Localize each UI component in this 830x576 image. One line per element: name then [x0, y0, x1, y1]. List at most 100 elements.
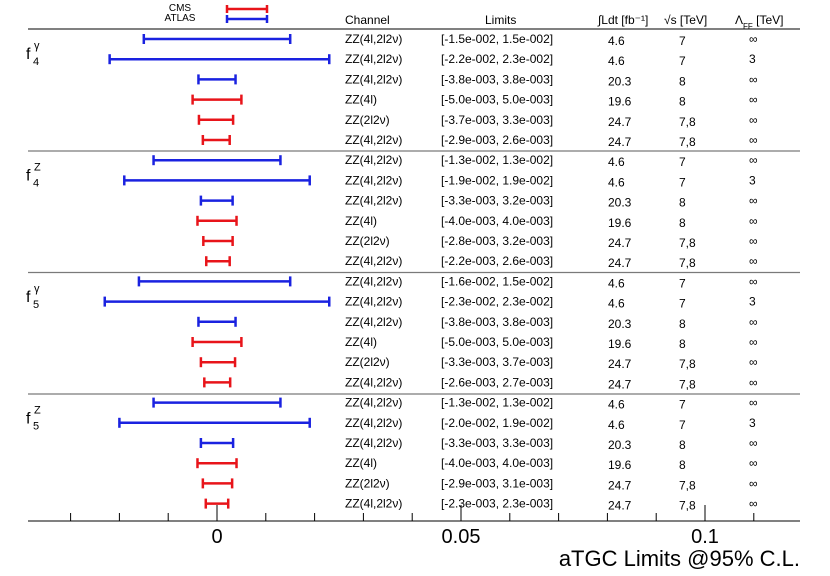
cell-limits: [-3.8e-003, 3.8e-003]	[441, 72, 553, 86]
cell-lumi: 19.6	[608, 458, 632, 472]
chart-title: aTGC Limits @95% C.L.	[559, 546, 800, 571]
cell-channel: ZZ(4l)	[345, 214, 377, 228]
cell-energy: 7	[679, 276, 686, 290]
cell-energy: 8	[679, 317, 686, 331]
cell-limits: [-3.7e-003, 3.3e-003]	[441, 113, 553, 127]
x-axis: 0 0.05 0.1	[70, 505, 755, 548]
cell-channel: ZZ(2l2ν)	[345, 476, 390, 490]
cell-energy: 7	[679, 155, 686, 169]
group-label-sup: γ	[34, 283, 40, 295]
cell-energy: 8	[679, 74, 686, 88]
cell-limits: [-1.5e-002, 1.5e-002]	[441, 32, 553, 46]
cell-channel: ZZ(4l,2l2ν)	[345, 194, 402, 208]
cell-channel: ZZ(4l,2l2ν)	[345, 133, 402, 147]
cell-lumi: 24.7	[608, 478, 632, 492]
cell-limits: [-2.8e-003, 3.2e-003]	[441, 234, 553, 248]
cell-cutoff: ∞	[749, 254, 758, 268]
cell-cutoff: ∞	[749, 72, 758, 86]
cell-channel: ZZ(4l,2l2ν)	[345, 173, 402, 187]
group-label: f	[26, 411, 31, 428]
cell-lumi: 19.6	[608, 95, 632, 109]
cell-energy: 8	[679, 95, 686, 109]
cell-limits: [-2.6e-003, 2.7e-003]	[441, 375, 553, 389]
cell-cutoff: ∞	[749, 194, 758, 208]
cell-channel: ZZ(2l2ν)	[345, 113, 390, 127]
cell-lumi: 4.6	[608, 34, 625, 48]
group-label: f	[26, 46, 31, 63]
cell-channel: ZZ(4l,2l2ν)	[345, 416, 402, 430]
cell-channel: ZZ(4l,2l2ν)	[345, 52, 402, 66]
cell-channel: ZZ(2l2ν)	[345, 234, 390, 248]
cell-limits: [-4.0e-003, 4.0e-003]	[441, 456, 553, 470]
legend-label-atlas: ATLAS	[165, 13, 196, 24]
x-tick-label: 0	[211, 526, 222, 548]
cell-channel: ZZ(4l,2l2ν)	[345, 254, 402, 268]
group-label-sub: 4	[33, 178, 39, 190]
cell-cutoff: ∞	[749, 274, 758, 288]
cell-energy: 7,8	[679, 115, 696, 129]
cell-lumi: 4.6	[608, 398, 625, 412]
cell-lumi: 24.7	[608, 377, 632, 391]
cell-channel: ZZ(4l,2l2ν)	[345, 72, 402, 86]
cell-limits: [-3.3e-003, 3.2e-003]	[441, 194, 553, 208]
cell-energy: 7	[679, 34, 686, 48]
header-lumi: ∫Ldt [fb⁻¹]	[597, 13, 648, 27]
cell-limits: [-1.6e-002, 1.5e-002]	[441, 274, 553, 288]
cell-limits: [-2.2e-003, 2.6e-003]	[441, 254, 553, 268]
cell-lumi: 4.6	[608, 418, 625, 432]
cell-cutoff: 3	[749, 173, 756, 187]
cell-energy: 7,8	[679, 499, 696, 513]
cell-cutoff: ∞	[749, 335, 758, 349]
cell-energy: 7,8	[679, 357, 696, 371]
cell-channel: ZZ(4l)	[345, 456, 377, 470]
header-channel: Channel	[345, 13, 390, 27]
cell-limits: [-3.3e-003, 3.7e-003]	[441, 355, 553, 369]
group-label-sup: Z	[34, 405, 41, 417]
cell-lumi: 20.3	[608, 196, 632, 210]
chart-frame	[28, 28, 800, 522]
cell-cutoff: ∞	[749, 133, 758, 147]
cell-cutoff: ∞	[749, 32, 758, 46]
cell-lumi: 4.6	[608, 54, 625, 68]
cell-cutoff: ∞	[749, 355, 758, 369]
x-tick-label: 0.05	[442, 526, 481, 548]
cell-energy: 7	[679, 297, 686, 311]
cell-cutoff: ∞	[749, 315, 758, 329]
cell-energy: 7,8	[679, 236, 696, 250]
cell-cutoff: ∞	[749, 375, 758, 389]
cell-cutoff: ∞	[749, 234, 758, 248]
cell-lumi: 24.7	[608, 115, 632, 129]
cell-energy: 8	[679, 216, 686, 230]
legend-label-cms: CMS	[169, 3, 192, 14]
cell-channel: ZZ(4l,2l2ν)	[345, 375, 402, 389]
cell-cutoff: 3	[749, 416, 756, 430]
cell-cutoff: 3	[749, 295, 756, 309]
cell-limits: [-2.3e-003, 2.3e-003]	[441, 497, 553, 511]
cell-energy: 7	[679, 175, 686, 189]
cell-limits: [-2.0e-002, 1.9e-002]	[441, 416, 553, 430]
cell-cutoff: ∞	[749, 93, 758, 107]
cell-channel: ZZ(4l,2l2ν)	[345, 153, 402, 167]
group-label: f	[26, 289, 31, 306]
cell-limits: [-2.9e-003, 3.1e-003]	[441, 476, 553, 490]
cell-channel: ZZ(4l)	[345, 335, 377, 349]
cell-energy: 8	[679, 196, 686, 210]
cell-limits: [-2.3e-002, 2.3e-002]	[441, 295, 553, 309]
cell-lumi: 4.6	[608, 175, 625, 189]
cell-lumi: 19.6	[608, 337, 632, 351]
header-limits: Limits	[485, 13, 516, 27]
cell-lumi: 4.6	[608, 155, 625, 169]
cell-channel: ZZ(4l)	[345, 93, 377, 107]
cell-limits: [-4.0e-003, 4.0e-003]	[441, 214, 553, 228]
cell-cutoff: ∞	[749, 396, 758, 410]
cell-lumi: 20.3	[608, 438, 632, 452]
cell-energy: 7,8	[679, 256, 696, 270]
header-energy: √s [TeV]	[664, 13, 707, 27]
group-label-sup: Z	[34, 162, 41, 174]
cell-energy: 7,8	[679, 478, 696, 492]
cell-channel: ZZ(4l,2l2ν)	[345, 32, 402, 46]
cell-cutoff: ∞	[749, 497, 758, 511]
cell-energy: 7	[679, 54, 686, 68]
